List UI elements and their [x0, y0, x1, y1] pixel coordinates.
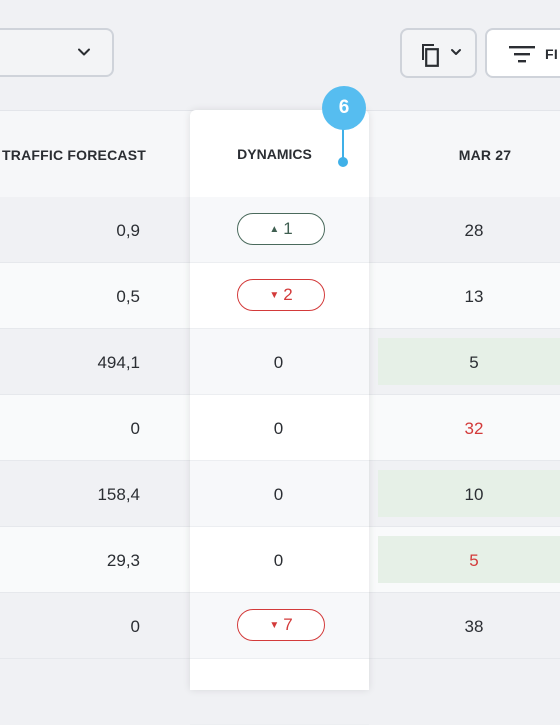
chevron-down-icon [78, 48, 90, 56]
traffic-forecast-cell: 0 [130, 419, 140, 438]
mar-27-cell: 5 [378, 338, 560, 385]
dynamics-value: 7 [283, 615, 293, 634]
column-header-traffic-forecast[interactable]: TRAFFIC FORECAST [2, 147, 146, 163]
traffic-forecast-cell: 0,9 [116, 221, 140, 240]
dynamics-down-badge: ▼ 2 [237, 279, 325, 311]
dynamics-cell: 0 [190, 527, 369, 593]
triangle-down-icon: ▼ [269, 620, 280, 631]
marker-stem [342, 116, 344, 160]
triangle-up-icon: ▲ [269, 224, 280, 235]
dynamics-cell: 0 [190, 395, 369, 461]
mar-27-cell: 32 [464, 419, 484, 438]
dynamics-cell: 0 [190, 461, 369, 527]
dynamics-up-badge: ▲ 1 [237, 213, 325, 245]
dynamics-value: 1 [283, 219, 293, 238]
step-marker: 6 [322, 86, 366, 130]
column-header-dynamics[interactable]: DYNAMICS [237, 146, 312, 162]
mar-27-cell: 5 [378, 536, 560, 583]
dynamics-cell [190, 659, 369, 725]
toolbar: FI [0, 0, 560, 110]
column-header-mar-27[interactable]: MAR 27 [458, 147, 512, 163]
dynamics-value: 0 [273, 353, 284, 372]
traffic-forecast-cell: 158,4 [97, 485, 140, 504]
traffic-forecast-cell: 0 [130, 617, 140, 636]
chevron-down-icon [451, 49, 461, 55]
column-select[interactable] [0, 28, 114, 77]
filter-label: FI [545, 46, 559, 62]
dynamics-value: 0 [273, 485, 284, 504]
copy-button[interactable] [400, 28, 477, 78]
traffic-forecast-cell: 494,1 [97, 353, 140, 372]
triangle-down-icon: ▼ [269, 290, 280, 301]
dynamics-cells: ▲ 1 ▼ 2 0 0 0 0 ▼ 7 [190, 197, 369, 725]
dynamics-value: 0 [273, 419, 284, 438]
dynamics-cell: ▲ 1 [190, 197, 369, 263]
mar-27-cell: 38 [464, 617, 484, 636]
mar-27-cell: 28 [464, 221, 484, 240]
dynamics-cell: ▼ 7 [190, 593, 369, 659]
dynamics-column: DYNAMICS ▲ 1 ▼ 2 0 0 0 0 ▼ 7 [190, 110, 369, 725]
dynamics-down-badge: ▼ 7 [237, 609, 325, 641]
marker-dot [338, 157, 348, 167]
traffic-forecast-cell: 29,3 [106, 551, 140, 570]
dynamics-value: 2 [283, 285, 293, 304]
mar-27-cell: 13 [464, 287, 484, 306]
traffic-forecast-cell: 0,5 [116, 287, 140, 306]
dynamics-value: 0 [273, 551, 284, 570]
mar-27-cell: 10 [378, 470, 560, 517]
filter-button[interactable]: FI [485, 28, 560, 78]
dynamics-cell: 0 [190, 329, 369, 395]
filter-icon [509, 46, 535, 63]
copy-icon [422, 44, 439, 67]
dynamics-cell: ▼ 2 [190, 263, 369, 329]
